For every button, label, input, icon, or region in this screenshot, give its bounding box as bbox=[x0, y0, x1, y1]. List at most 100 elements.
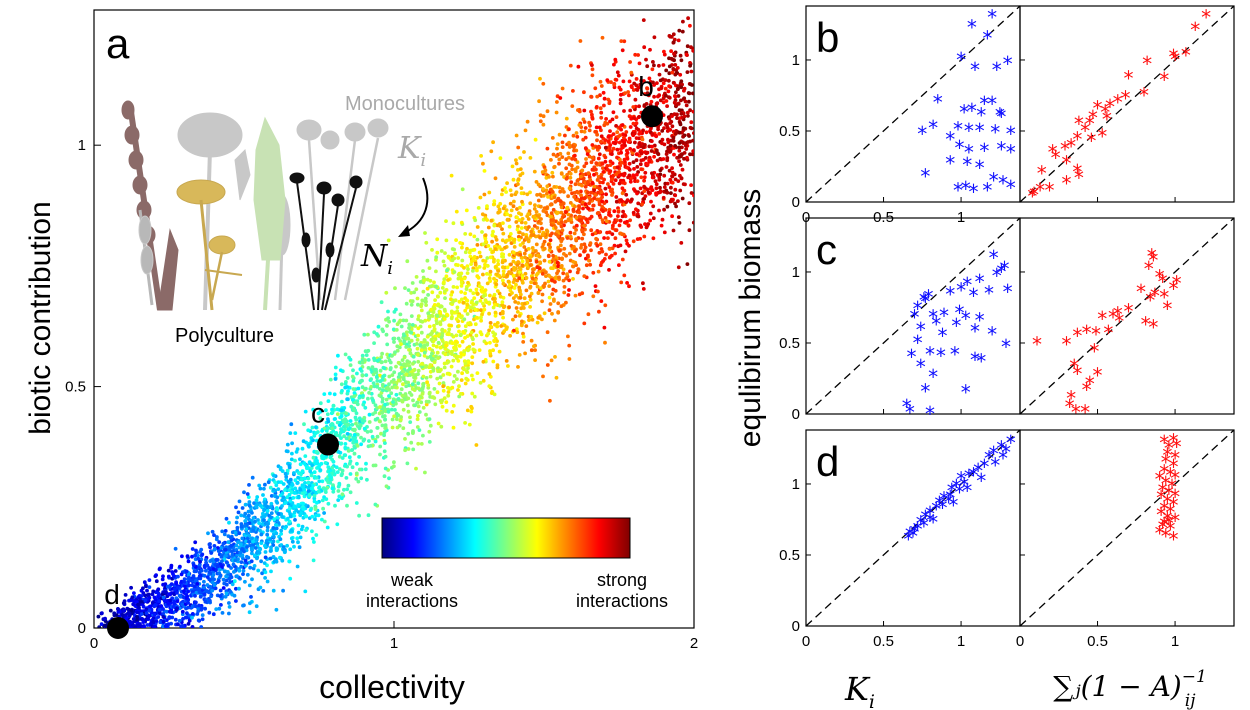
data-point bbox=[226, 564, 231, 568]
panel-a-ticks: 0 1 200.51 bbox=[65, 137, 698, 652]
data-point bbox=[190, 615, 194, 620]
data-point bbox=[346, 483, 351, 488]
data-point bbox=[306, 476, 311, 481]
data-point bbox=[611, 146, 616, 151]
data-point bbox=[589, 190, 594, 195]
data-point bbox=[557, 132, 562, 137]
data-point bbox=[613, 220, 618, 225]
data-point bbox=[367, 420, 372, 424]
data-point bbox=[428, 423, 433, 428]
data-point bbox=[285, 516, 290, 521]
data-point bbox=[634, 126, 639, 131]
data-point bbox=[494, 343, 499, 348]
data-point bbox=[288, 431, 293, 435]
data-point bbox=[675, 87, 680, 91]
data-point bbox=[251, 539, 255, 544]
data-point bbox=[287, 509, 292, 514]
data-point bbox=[616, 214, 620, 219]
data-point bbox=[583, 135, 588, 140]
data-point bbox=[456, 388, 460, 392]
data-point bbox=[259, 559, 263, 564]
data-point bbox=[487, 384, 492, 388]
data-point bbox=[544, 274, 548, 278]
data-point bbox=[237, 586, 241, 591]
data-point bbox=[547, 259, 552, 264]
data-point bbox=[598, 79, 603, 84]
data-point bbox=[248, 543, 252, 548]
data-point bbox=[535, 193, 539, 197]
data-point bbox=[471, 269, 475, 273]
data-point bbox=[625, 241, 630, 246]
data-point bbox=[662, 207, 666, 212]
data-point bbox=[589, 109, 593, 114]
data-point bbox=[631, 173, 636, 178]
highlight-point-c bbox=[317, 433, 339, 456]
data-point bbox=[184, 615, 189, 620]
data-point bbox=[326, 465, 331, 469]
data-point bbox=[532, 207, 537, 211]
data-point bbox=[371, 372, 376, 377]
data-point bbox=[606, 236, 610, 241]
data-point bbox=[218, 588, 223, 593]
data-point bbox=[589, 248, 593, 253]
data-point bbox=[675, 116, 679, 120]
data-point bbox=[517, 314, 522, 318]
data-point bbox=[292, 544, 296, 549]
data-point bbox=[214, 557, 219, 562]
data-point bbox=[318, 416, 323, 421]
data-point bbox=[343, 445, 348, 450]
data-point bbox=[242, 490, 246, 495]
data-point bbox=[443, 296, 447, 300]
data-point bbox=[650, 175, 655, 180]
data-point bbox=[247, 539, 251, 544]
data-point bbox=[387, 476, 391, 481]
data-point bbox=[500, 300, 505, 305]
data-point bbox=[262, 508, 266, 513]
data-point bbox=[671, 32, 676, 37]
data-point bbox=[590, 143, 595, 147]
data-point bbox=[250, 577, 254, 582]
data-point bbox=[621, 79, 626, 84]
data-point bbox=[483, 239, 488, 244]
data-point bbox=[278, 555, 282, 560]
data-point bbox=[603, 186, 608, 191]
data-point bbox=[668, 127, 673, 132]
data-point bbox=[514, 273, 519, 278]
data-point bbox=[615, 147, 620, 152]
data-point bbox=[438, 345, 443, 350]
data-point bbox=[565, 173, 569, 177]
data-point bbox=[289, 536, 294, 541]
data-point bbox=[649, 185, 654, 190]
data-point bbox=[422, 340, 426, 344]
data-point bbox=[599, 299, 604, 303]
data-point bbox=[645, 162, 650, 167]
colorbar-low-label-line1: weak bbox=[390, 570, 434, 590]
data-point bbox=[350, 422, 355, 427]
data-point bbox=[489, 149, 494, 154]
data-point bbox=[382, 366, 387, 371]
data-point bbox=[493, 235, 498, 239]
x-tick-label: 2 bbox=[690, 635, 698, 652]
data-point bbox=[236, 510, 241, 515]
data-point bbox=[535, 271, 540, 276]
data-point bbox=[683, 143, 688, 148]
data-point bbox=[483, 259, 488, 263]
data-point bbox=[182, 626, 187, 628]
data-point bbox=[386, 409, 391, 414]
data-point bbox=[195, 553, 200, 558]
data-point bbox=[359, 369, 364, 373]
data-point bbox=[622, 273, 627, 278]
data-point bbox=[335, 522, 340, 527]
data-point bbox=[167, 616, 172, 620]
data-point bbox=[581, 137, 586, 142]
data-point bbox=[590, 167, 595, 172]
data-point bbox=[470, 406, 474, 411]
data-point bbox=[477, 250, 482, 255]
data-point bbox=[467, 422, 472, 427]
data-point bbox=[468, 248, 473, 253]
data-point bbox=[274, 526, 279, 531]
data-point bbox=[415, 417, 420, 422]
data-point bbox=[642, 184, 646, 189]
data-point bbox=[476, 281, 481, 286]
data-point bbox=[310, 514, 315, 519]
